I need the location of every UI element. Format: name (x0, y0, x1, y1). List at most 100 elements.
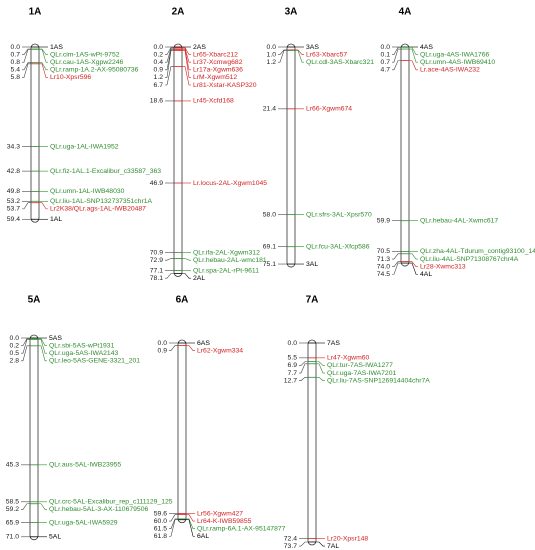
chromosome: 4A 0.0 4AS 0.1 QLr.uga-4AS-IWA1766 0.7 QLr.umn… (377, 7, 535, 278)
marker-position: 0.0 (11, 44, 21, 51)
marker-position: 72.9 (150, 257, 163, 264)
connector (39, 49, 48, 63)
marker-position: 6.9 (288, 362, 298, 369)
marker-label: LrM-Xgwm512 (193, 74, 237, 81)
chromosome-name: 1A (29, 7, 42, 18)
connector (39, 63, 48, 78)
connector (295, 49, 304, 55)
chromosome-bar (307, 339, 317, 546)
chromosome-name: 2A (172, 7, 185, 18)
connector (22, 63, 31, 78)
marker-position: 59.2 (6, 506, 19, 513)
marker-label: QLr.zha-4AL-Tdurum_contig93100_149 (420, 248, 535, 255)
marker-position: 0.4 (154, 59, 164, 66)
connector (182, 273, 191, 279)
connector (182, 47, 191, 55)
marker-label: Lr10-Xpsr596 (50, 74, 91, 81)
chromosome-bar (29, 334, 39, 541)
connector (278, 50, 287, 63)
connector (186, 518, 195, 529)
marker-label: QLr.cim-1AS-wPt-9752 (50, 51, 120, 58)
connector (169, 518, 178, 529)
marker-label: QLr.liu-1AL-SNP132737351chr1A (50, 198, 152, 205)
marker-position: 0.0 (10, 335, 20, 342)
chromosome-bar (173, 43, 183, 277)
marker-label: 6AS (197, 340, 210, 347)
marker-label: QLr.uga-7AS-IWA7201 (327, 370, 396, 377)
connector (165, 49, 174, 71)
connector (39, 202, 48, 210)
marker-label: QLr.ramp-6A.1-AX-95147877 (197, 525, 286, 532)
marker-position: 71.0 (6, 534, 19, 541)
marker-position: 0.9 (158, 347, 168, 354)
marker-label: 5AL (49, 534, 61, 541)
marker-position: 0.1 (381, 51, 391, 58)
marker-label: 4AL (420, 271, 432, 278)
marker-label: QLr.fcu-3AL-Xfcp586 (306, 243, 370, 250)
marker-label: Lr37-Xcmwg682 (193, 59, 243, 66)
marker-position: 1.0 (267, 51, 277, 58)
marker-position: 1.2 (154, 74, 164, 81)
marker-label: QLr.liu-7AS-SNP126914404chr7A (327, 377, 430, 384)
chromosome-name: 7A (306, 295, 319, 306)
connector (409, 48, 418, 63)
marker-position: 69.1 (263, 243, 276, 250)
connector (299, 361, 308, 366)
marker-position: 0.0 (288, 340, 298, 347)
connector (299, 376, 308, 381)
chromosome-name: 6A (176, 295, 189, 306)
marker-label: QLr.crc-5AL-Excalibur_rep_c111129_125 (49, 499, 173, 506)
connector (169, 519, 178, 537)
marker-position: 61.5 (154, 525, 167, 532)
connector (169, 514, 178, 522)
marker-position: 73.7 (284, 543, 297, 550)
chromosome-bar (400, 43, 410, 267)
connector (316, 376, 325, 381)
connector (392, 60, 401, 71)
marker-position: 1.2 (267, 59, 277, 66)
marker-position: 18.6 (150, 98, 163, 105)
marker-label: QLr.cdl-3AS-Xbarc321 (306, 59, 374, 66)
marker-label: QLr.uga-5AS-IWA2143 (49, 350, 118, 357)
marker-position: 46.9 (150, 180, 163, 187)
connector (409, 261, 418, 267)
connector (22, 49, 31, 63)
marker-position: 5.4 (11, 67, 21, 74)
connector (182, 258, 191, 261)
marker-label: 3AL (306, 261, 318, 268)
marker-label: QLr.umn-1AL-IWB48030 (50, 188, 125, 195)
marker-label: QLr.aus-5AL-IWB23955 (49, 462, 121, 469)
marker-position: 5.5 (288, 355, 298, 362)
marker-position: 59.6 (154, 510, 167, 517)
marker-label: Lr47-Xgwm60 (327, 355, 370, 362)
marker-label: Lr.ace-4AS-IWA232 (420, 67, 480, 74)
connector (38, 339, 47, 354)
connector (21, 338, 30, 346)
connector (182, 47, 191, 63)
marker-label: 7AL (327, 543, 339, 550)
marker-position: 74.0 (377, 263, 390, 270)
chromosome: 7A 0.0 7AS 5.5 Lr47-Xgwm60 6.9 QLr.tur-7AS-IWA… (284, 295, 430, 550)
marker-position: 34.3 (7, 143, 20, 150)
connector (182, 66, 191, 86)
connector (38, 345, 47, 362)
marker-position: 0.5 (10, 350, 20, 357)
marker-label: QLr.cau-1AS-Xgpw2246 (50, 59, 124, 66)
marker-label: 5AS (49, 335, 62, 342)
marker-position: 7.7 (288, 370, 298, 377)
connector (21, 339, 30, 354)
connector (316, 361, 325, 366)
chromosome: 6A 0.0 6AS 0.9 Lr62-Xgwm334 59.6 Lr56-Xgwm427 6… (154, 295, 286, 540)
marker-label: 6AL (197, 533, 209, 540)
marker-label: QLr.ifa-2AL-Xgwm312 (193, 249, 260, 256)
marker-label: Lr17a-Xgwm636 (193, 67, 243, 74)
marker-label: Lr64-K-IWB59855 (197, 518, 252, 525)
marker-position: 58.5 (6, 499, 19, 506)
connector (409, 253, 418, 260)
marker-label: QLr.hebau-2AL-wmc181 (193, 257, 267, 264)
chromosome: 3A 0.0 3AS 1.0 Lr63-Xbarc57 1.2 QLr.cdl-3AS-Xb… (263, 7, 374, 268)
marker-position: 49.8 (7, 188, 20, 195)
marker-label: Lr66-Xgwm674 (306, 106, 352, 113)
marker-position: 0.0 (267, 44, 277, 51)
